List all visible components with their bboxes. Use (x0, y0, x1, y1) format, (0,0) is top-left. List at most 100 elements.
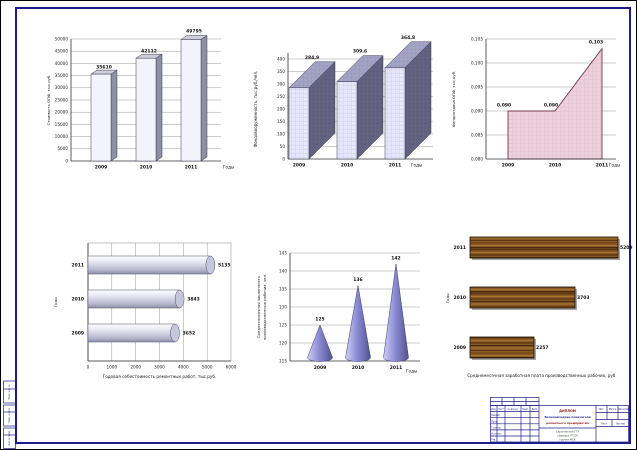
y-tick: 0,090 (471, 108, 483, 113)
slab-2010 (336, 54, 384, 160)
slab-2011 (384, 41, 432, 160)
category-label: 2009 (95, 165, 108, 171)
x-axis-title: Годы (609, 163, 620, 168)
stamp-list-label: Лист (601, 422, 608, 425)
y-tick: 45000 (55, 49, 69, 54)
chart-fondootdacha: 0,105 0,100 0,095 0,090 0,085 0,080 0,09… (451, 36, 620, 169)
value-label: 3652 (183, 331, 196, 337)
chart-repair-cost: 2011 2010 2009 5135 3843 3652 0 1000 200… (53, 242, 237, 379)
y-tick: 0 (282, 156, 285, 161)
y-axis-title-line1: Среднесписочная численность (256, 275, 261, 338)
y-tick: 400 (277, 56, 285, 61)
value-label: 142 (391, 255, 400, 261)
y-tick: 0,105 (471, 36, 483, 41)
category-label: 2011 (453, 245, 466, 251)
value-label: 364,8 (401, 35, 415, 41)
y-axis-title: Годы (445, 293, 450, 303)
stamp-col-podp: Подп. (522, 408, 529, 411)
y-tick: 35000 (55, 73, 69, 78)
chart-opf-cost: 50000 45000 40000 35000 30000 25000 2000… (46, 29, 234, 171)
y-tick: 300 (277, 81, 285, 86)
category-label: 2011 (596, 163, 609, 169)
category-label: 2010 (453, 295, 466, 301)
x-tick: 6000 (226, 365, 237, 370)
value-label: 309,6 (353, 49, 367, 55)
y-tick: 10000 (55, 134, 69, 139)
margin-label-1: Взам. инв. № (8, 385, 11, 400)
stamp-title-line1: ДИПЛОМ (559, 409, 576, 413)
x-axis-title: Годы (411, 163, 422, 168)
y-axis-title: Фондовооруженность, тыс.руб./чел. (253, 71, 258, 148)
stamp-title-line3: ремонтного предприятия (546, 421, 589, 425)
x-axis-title: Годы (406, 369, 417, 374)
value-label: 5135 (218, 263, 231, 269)
wood-bar-2011 (469, 236, 620, 260)
y-tick: 30000 (55, 85, 69, 90)
stamp-org-line1: Саратовский ГТУ (556, 430, 580, 434)
y-tick: 140 (279, 268, 287, 273)
stamp-masshtab-label: Масштаб (618, 408, 629, 411)
stamp-org-line3: группа МСК (559, 438, 575, 442)
y-axis-title-line2: производственных рабочих, чел. (262, 274, 267, 340)
y-tick: 50000 (55, 36, 69, 41)
slab-2009 (288, 61, 336, 160)
cylinder-2011 (87, 255, 216, 275)
value-label: 3703 (577, 295, 590, 301)
value-label: 0,090 (544, 103, 558, 109)
y-axis-title: Годы (53, 297, 58, 307)
category-label: 2010 (352, 365, 365, 371)
margin-label-3: Инв. № подл. (8, 430, 11, 445)
y-tick: 120 (279, 340, 287, 345)
y-tick: 20000 (55, 110, 69, 115)
category-label: 2009 (71, 331, 84, 337)
x-tick: 3000 (154, 365, 165, 370)
y-tick: 200 (277, 106, 285, 111)
value-label: 35610 (96, 65, 112, 71)
x-tick: 5000 (202, 365, 213, 370)
cone-2009 (307, 324, 333, 362)
stamp-row-prov: Пров. (491, 420, 498, 423)
y-tick: 5000 (57, 146, 68, 151)
cylinder-2010 (87, 289, 185, 309)
category-label: 2011 (71, 263, 84, 269)
y-tick: 0,100 (471, 60, 483, 65)
x-axis-title: Годы (223, 165, 234, 170)
stamp-title-line2: Экономические показатели (544, 415, 590, 419)
chart-fondovooruzhennost: 400 350 300 250 200 150 100 50 0 284,9 3… (253, 35, 433, 169)
x-axis-title: Среднемесячная заработная плата производ… (467, 373, 616, 378)
y-tick: 0 (65, 158, 68, 163)
stamp-massa-label: Масса (609, 408, 617, 411)
stamp-row-utv: Утв. (491, 439, 496, 442)
value-label: 136 (353, 277, 362, 283)
category-label: 2009 (453, 345, 466, 351)
y-tick: 350 (277, 69, 285, 74)
value-label: 49795 (186, 29, 202, 35)
stamp-lit-label: Лит. (599, 408, 605, 411)
value-label: 284,9 (305, 55, 319, 61)
stamp-listov-label: Листов (616, 422, 626, 425)
y-tick: 100 (277, 131, 285, 136)
stamp-row-tkontr: Т.контр. (491, 426, 501, 429)
y-tick: 25000 (55, 97, 69, 102)
cone-2010 (345, 285, 371, 362)
stamp-row-nkontr: Н.контр. (491, 433, 502, 436)
margin-graphs: Взам. инв. № Подп. и дата Инв. № подл. (3, 380, 16, 449)
value-label: 3843 (187, 297, 200, 303)
y-tick: 250 (277, 94, 285, 99)
y-tick: 145 (279, 250, 287, 255)
y-tick: 150 (277, 119, 285, 124)
value-label: 2257 (536, 345, 549, 351)
stamp-col-list: Лист (498, 408, 504, 411)
value-label: 42112 (141, 49, 157, 55)
stamp-col-data: Дата (532, 408, 538, 411)
y-tick: 0,095 (471, 84, 483, 89)
wood-bar-2010 (469, 286, 577, 310)
y-tick: 135 (279, 286, 287, 291)
y-tick: 0,080 (471, 156, 483, 161)
x-axis-title: Годовая себестоимость ремонтных работ, т… (103, 374, 217, 379)
x-tick: 2000 (130, 365, 141, 370)
y-axis-title: Фондоотдача ОПФ, тыс.руб. (451, 71, 456, 128)
y-axis-title: Стоимость ОПФ, тыс.руб. (46, 75, 51, 126)
value-label: 0,090 (497, 103, 511, 109)
